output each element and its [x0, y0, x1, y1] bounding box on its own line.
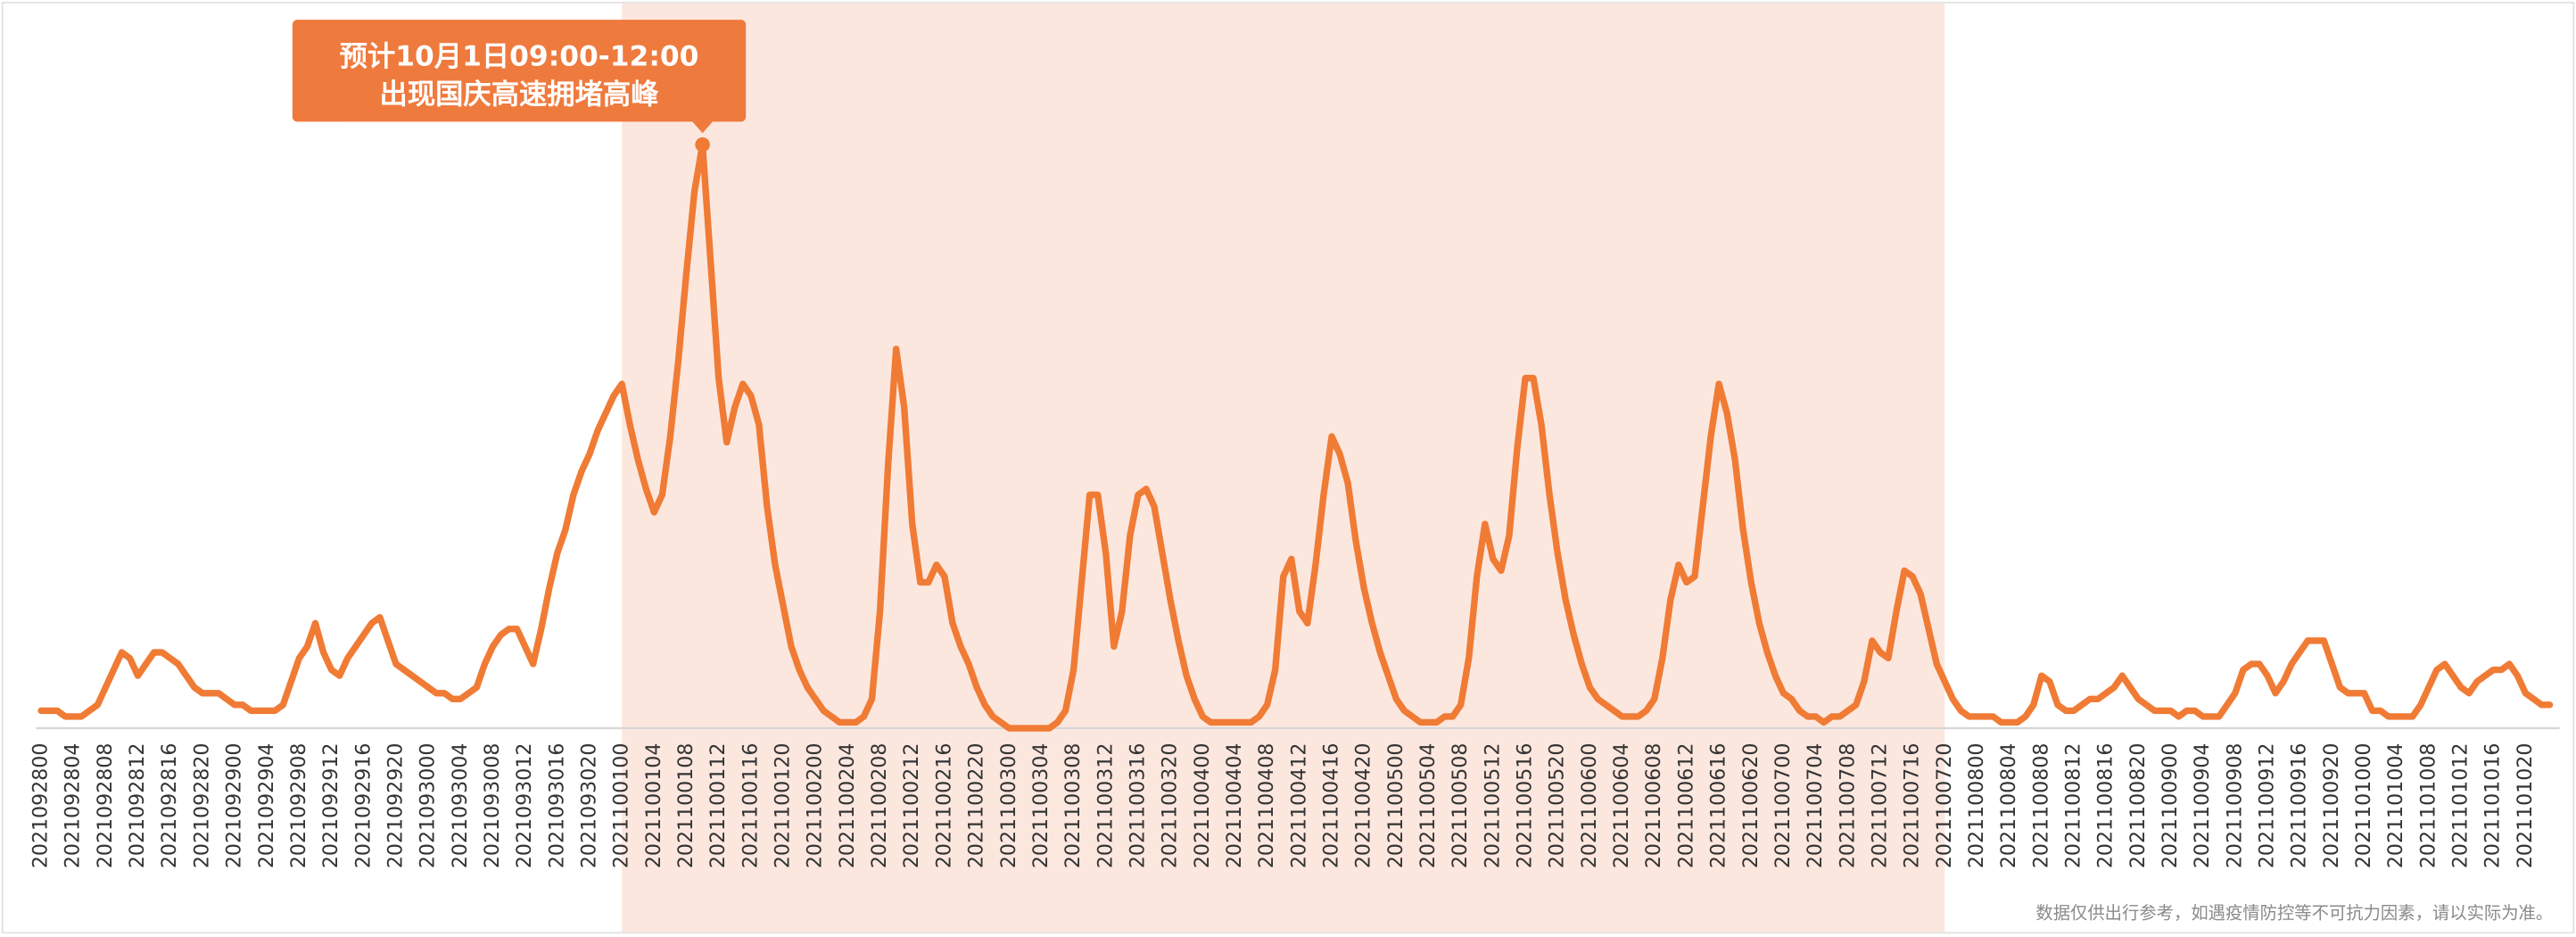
- x-tick-label: 2021100616: [1707, 743, 1730, 869]
- x-tick-label: 2021100408: [1255, 743, 1278, 869]
- x-tick-label: 2021100620: [1739, 743, 1763, 869]
- x-tick-label: 2021093000: [417, 743, 440, 869]
- x-tick-label: 2021092916: [351, 743, 375, 869]
- x-tick-label: 2021093016: [545, 743, 568, 869]
- x-tick-label: 2021100612: [1674, 743, 1697, 869]
- peak-marker: [695, 137, 710, 153]
- x-tick-label: 2021100800: [1965, 743, 1988, 869]
- x-tick-label: 2021100100: [610, 743, 633, 869]
- x-tick-label: 2021100500: [1384, 743, 1408, 869]
- x-tick-label: 2021100820: [2126, 743, 2150, 869]
- x-tick-label: 2021100116: [739, 743, 762, 869]
- x-tick-label: 2021100216: [932, 743, 955, 869]
- x-tick-label: 2021100720: [1933, 743, 1956, 869]
- x-tick-label: 2021093008: [481, 743, 504, 869]
- x-tick-label: 2021100120: [772, 743, 795, 869]
- x-tick-label: 2021092816: [158, 743, 181, 869]
- x-tick-label: 2021101000: [2352, 743, 2375, 869]
- x-tick-label: 2021092820: [190, 743, 213, 869]
- x-tick-label: 2021100812: [2061, 743, 2085, 869]
- x-tick-label: 2021092800: [29, 743, 53, 869]
- x-tick-label: 2021100200: [804, 743, 827, 869]
- x-tick-label: 2021100308: [1061, 743, 1085, 869]
- x-tick-label: 2021100916: [2288, 743, 2311, 869]
- x-tick-label: 2021092808: [94, 743, 117, 869]
- footnote: 数据仅供出行参考，如遇疫情防控等不可抗力因素，请以实际为准。: [2035, 903, 2553, 924]
- x-tick-label: 2021100716: [1901, 743, 1924, 869]
- x-tick-label: 2021092904: [255, 743, 278, 869]
- x-tick-label: 2021092812: [126, 743, 149, 869]
- x-tick-label: 2021101020: [2514, 743, 2537, 869]
- x-tick-label: 2021100400: [1191, 743, 1214, 869]
- x-tick-label: 2021100300: [997, 743, 1020, 869]
- x-tick-label: 2021100112: [706, 743, 730, 869]
- x-tick-label: 2021092920: [384, 743, 407, 869]
- annotation-pointer: [690, 120, 714, 134]
- x-tick-label: 2021101008: [2416, 743, 2440, 869]
- x-tick-label: 2021100804: [1997, 743, 2020, 869]
- x-tick-label: 2021100708: [1836, 743, 1859, 869]
- x-tick-label: 2021092912: [319, 743, 343, 869]
- annotation-box: [292, 20, 747, 122]
- x-tick-label: 2021100608: [1642, 743, 1665, 869]
- x-tick-label: 2021100412: [1287, 743, 1310, 869]
- x-tick-label: 2021101016: [2481, 743, 2505, 869]
- x-tick-label: 2021100808: [2029, 743, 2052, 869]
- x-tick-label: 2021100108: [674, 743, 698, 869]
- x-tick-label: 2021093012: [513, 743, 536, 869]
- annotation: 预计10月1日09:00-12:00 出现国庆高速拥堵高峰: [292, 20, 747, 134]
- x-tick-label: 2021100712: [1868, 743, 1891, 869]
- x-tick-label: 2021093020: [577, 743, 600, 869]
- x-tick-label: 2021100312: [1094, 743, 1117, 869]
- x-tick-label: 2021101012: [2449, 743, 2473, 869]
- annotation-line: 预计10月1日09:00-12:00: [340, 41, 699, 73]
- x-tick-label: 2021093004: [449, 743, 472, 869]
- x-tick-label: 2021100816: [2094, 743, 2118, 869]
- x-tick-label: 2021100320: [1159, 743, 1182, 869]
- data-line: [37, 141, 2554, 732]
- x-tick-label: 2021100220: [965, 743, 988, 869]
- x-tick-label: 2021101004: [2384, 743, 2407, 869]
- x-tick-label: 2021100704: [1804, 743, 1827, 869]
- highlight-band: [622, 3, 1945, 933]
- x-tick-label: 2021100912: [2256, 743, 2279, 869]
- x-tick-label: 2021100600: [1578, 743, 1601, 869]
- x-tick-label: 2021100416: [1319, 743, 1342, 869]
- x-tick-label: 2021100104: [642, 743, 665, 869]
- x-tick-label: 2021100504: [1416, 743, 1440, 869]
- x-tick-label: 2021100516: [1514, 743, 1537, 869]
- x-tick-label: 2021100920: [2320, 743, 2343, 869]
- x-tick-label: 2021100604: [1610, 743, 1633, 869]
- x-tick-label: 2021092908: [287, 743, 310, 869]
- x-tick-label: 2021100700: [1771, 743, 1795, 869]
- annotation-line: 出现国庆高速拥堵高峰: [380, 79, 660, 111]
- x-tick-label: 2021100204: [836, 743, 859, 869]
- x-tick-label: 2021100908: [2223, 743, 2246, 869]
- x-tick-label: 2021100508: [1449, 743, 1472, 869]
- x-tick-label: 2021100904: [2191, 743, 2214, 869]
- x-tick-label: 2021092900: [223, 743, 246, 869]
- x-tick-label: 2021100404: [1223, 743, 1246, 869]
- x-tick-label: 2021100900: [2159, 743, 2182, 869]
- x-tick-label: 2021100304: [1029, 743, 1053, 869]
- x-tick-label: 2021100512: [1481, 743, 1504, 869]
- x-tick-label: 2021100212: [900, 743, 923, 869]
- x-tick-label: 2021100520: [1546, 743, 1569, 869]
- x-tick-label: 2021100316: [1126, 743, 1149, 869]
- x-tick-label: 2021100420: [1352, 743, 1375, 869]
- x-tick-label: 2021100208: [868, 743, 891, 869]
- x-tick-label: 2021092804: [62, 743, 85, 869]
